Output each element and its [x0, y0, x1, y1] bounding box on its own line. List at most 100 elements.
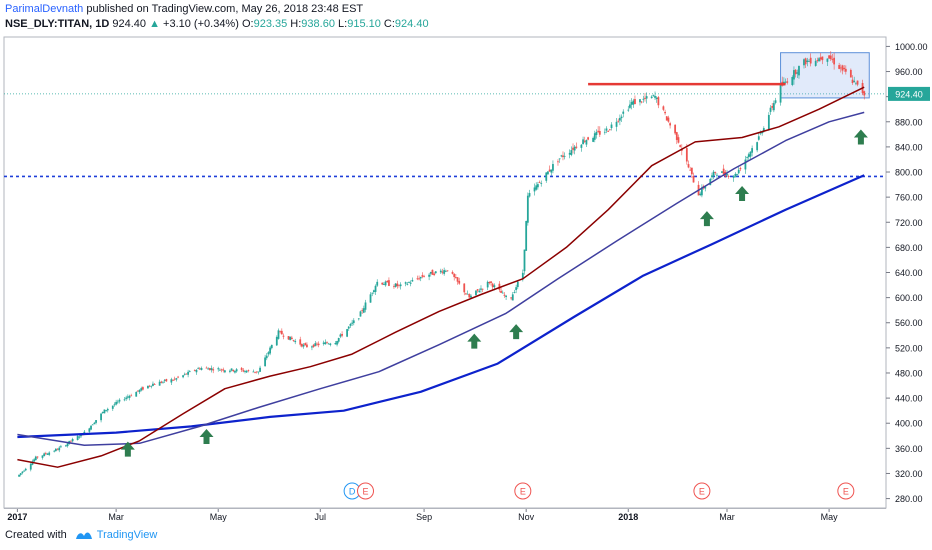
- candle-body: [361, 310, 364, 312]
- candle-body: [152, 383, 154, 386]
- high-value: 938.60: [301, 18, 335, 30]
- candle-body: [36, 456, 39, 458]
- footer: Created with TradingView: [5, 524, 157, 546]
- y-tick-label: 280.00: [895, 494, 923, 504]
- candle-body: [563, 155, 566, 157]
- candle-body: [652, 95, 655, 96]
- candle-body: [679, 145, 682, 147]
- candle-body: [434, 271, 437, 274]
- candle-body: [290, 337, 293, 340]
- candle-body: [456, 277, 459, 282]
- candle-body: [655, 97, 658, 99]
- candle-body: [252, 371, 255, 373]
- y-tick-label: 600.00: [895, 293, 923, 303]
- candle-body: [90, 425, 92, 430]
- candle-body: [786, 81, 789, 83]
- open-value: 923.35: [253, 18, 288, 30]
- author-link[interactable]: ParimalDevnath: [5, 3, 84, 15]
- candle-body: [359, 311, 362, 317]
- candle-body: [831, 59, 834, 61]
- y-tick-label: 800.00: [895, 168, 923, 178]
- candle-body: [254, 371, 256, 373]
- ma-long-line: [17, 174, 865, 439]
- candle-body: [645, 96, 648, 99]
- candle-body: [394, 283, 397, 288]
- candle-body: [583, 140, 586, 142]
- candle-body: [552, 164, 554, 171]
- candle-body: [712, 171, 715, 177]
- candle-body: [193, 369, 196, 371]
- tradingview-logo-icon: [75, 532, 92, 539]
- candle-body: [304, 343, 307, 346]
- candle-body: [428, 274, 431, 277]
- candle-body: [547, 171, 549, 175]
- high-label: H:: [290, 18, 302, 30]
- candle-body: [200, 367, 203, 370]
- y-tick-label: 720.00: [895, 218, 923, 228]
- candle-body: [115, 401, 118, 405]
- candle-body: [714, 172, 717, 173]
- y-tick-label: 560.00: [895, 318, 923, 328]
- candle-body: [536, 184, 539, 188]
- candle-body: [388, 280, 390, 286]
- candle-body: [212, 369, 215, 371]
- candle-body: [727, 176, 730, 177]
- candle-body: [222, 369, 225, 371]
- candle-body: [721, 171, 723, 173]
- low-value: 915.10: [347, 18, 381, 30]
- candle-body: [639, 99, 641, 103]
- y-tick-label: 400.00: [895, 419, 923, 429]
- candle-body: [664, 111, 666, 114]
- y-tick-label: 880.00: [895, 117, 923, 127]
- candle-body: [558, 158, 561, 160]
- candle-body: [150, 385, 153, 387]
- candle-body: [423, 276, 425, 278]
- candle-body: [234, 370, 236, 373]
- x-tick-label: Nov: [518, 512, 535, 522]
- candle-body: [844, 68, 847, 72]
- candle-body: [513, 292, 516, 293]
- candle-body: [349, 324, 352, 326]
- candle-body: [816, 60, 819, 61]
- candle-body: [476, 289, 479, 291]
- candle-body: [43, 453, 46, 457]
- candle-body: [326, 342, 328, 344]
- up-arrow-icon: [699, 211, 714, 227]
- y-tick-label: 760.00: [895, 193, 923, 203]
- candle-body: [230, 368, 233, 371]
- candle-body: [516, 281, 519, 288]
- candle-body: [677, 137, 680, 143]
- candle-body: [744, 159, 747, 170]
- candle-body: [339, 334, 342, 337]
- candle-body: [53, 450, 56, 452]
- candle-body: [711, 175, 713, 178]
- candle-body: [147, 385, 149, 389]
- candle-body: [441, 271, 444, 273]
- candle-body: [433, 273, 436, 276]
- open-label: O:: [241, 18, 254, 30]
- candle-body: [833, 57, 836, 65]
- up-arrow-icon: [199, 429, 214, 445]
- candle-body: [362, 308, 365, 313]
- candle-body: [593, 133, 596, 140]
- candle-body: [849, 69, 852, 78]
- candle-body: [374, 285, 377, 292]
- candle-body: [475, 290, 477, 296]
- candle-body: [197, 368, 200, 370]
- candle-body: [329, 343, 332, 345]
- candle-body: [172, 379, 174, 381]
- candle-body: [116, 401, 119, 403]
- candle-body: [762, 128, 765, 132]
- candle-body: [466, 293, 469, 295]
- candle-body: [829, 55, 832, 60]
- candle-body: [498, 283, 501, 290]
- candle-body: [749, 151, 752, 157]
- candle-body: [488, 282, 491, 284]
- tradingview-brand-link[interactable]: TradingView: [96, 529, 158, 541]
- candle-body: [751, 148, 754, 153]
- candle-body: [135, 391, 138, 397]
- candle-body: [393, 286, 395, 288]
- candle-body: [158, 381, 161, 386]
- candle-body: [111, 405, 114, 409]
